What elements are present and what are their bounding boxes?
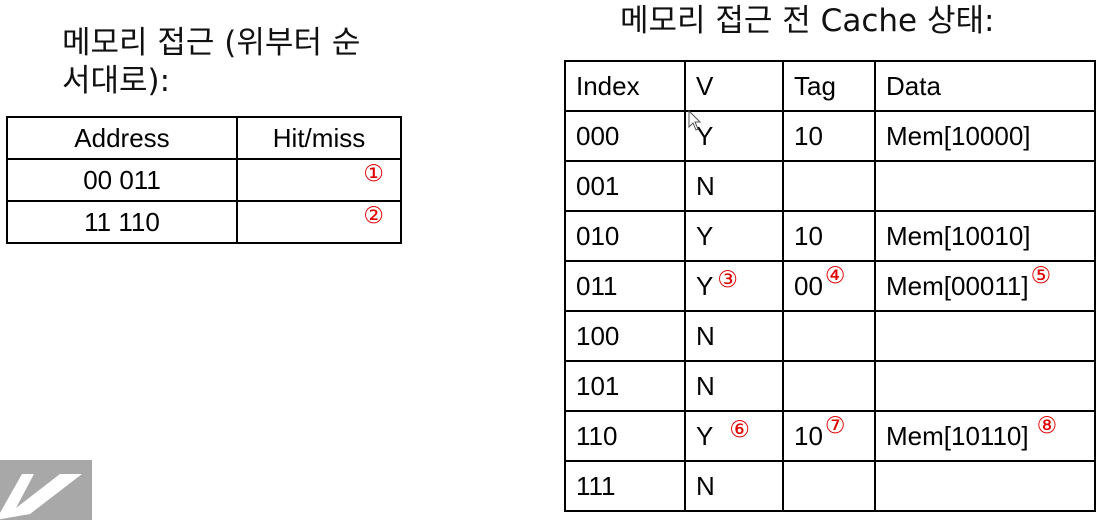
question-marker: ⑤ bbox=[1030, 262, 1052, 289]
valid-cell: Y bbox=[684, 210, 784, 262]
valid-value: Y bbox=[696, 120, 714, 151]
access-row: 11 110 ② bbox=[6, 200, 402, 244]
data-cell bbox=[874, 160, 1096, 212]
column-header-tag: Tag bbox=[782, 60, 876, 112]
valid-value: Y bbox=[696, 220, 714, 251]
data-cell bbox=[874, 310, 1096, 362]
column-header-address: Address bbox=[6, 116, 238, 160]
tag-cell bbox=[782, 360, 876, 412]
tag-cell bbox=[782, 310, 876, 362]
data-cell: Mem[00011]⑤ bbox=[874, 260, 1096, 312]
valid-cell: N bbox=[684, 160, 784, 212]
valid-value: N bbox=[696, 470, 715, 501]
question-marker: ③ bbox=[717, 266, 738, 293]
address-cell: 11 110 bbox=[6, 200, 238, 244]
question-marker: ⑥ bbox=[729, 416, 750, 443]
tag-value: 00 bbox=[794, 270, 823, 301]
tag-cell: 10 bbox=[782, 210, 876, 262]
valid-cell: N bbox=[684, 360, 784, 412]
valid-cell: Y bbox=[684, 110, 784, 162]
access-sequence-heading: 메모리 접근 (위부터 순서대로): bbox=[62, 25, 361, 99]
logo-fragment bbox=[0, 460, 92, 520]
mouse-cursor-icon bbox=[688, 110, 702, 131]
column-header-index: Index bbox=[564, 60, 686, 112]
index-cell: 101 bbox=[564, 360, 686, 412]
data-value: Mem[10110] bbox=[886, 420, 1029, 451]
question-marker: ② bbox=[363, 202, 384, 229]
tag-cell bbox=[782, 160, 876, 212]
tag-value: 10 bbox=[794, 120, 823, 151]
index-cell: 000 bbox=[564, 110, 686, 162]
cache-row: 111 N bbox=[564, 460, 1096, 512]
valid-value: Y bbox=[696, 420, 714, 451]
cache-row: 100 N bbox=[564, 310, 1096, 362]
tag-value: 10 bbox=[794, 420, 823, 451]
tag-cell bbox=[782, 460, 876, 512]
tag-cell: 10 bbox=[782, 110, 876, 162]
cache-state-heading: 메모리 접근 전 Cache 상태: bbox=[620, 3, 995, 39]
cache-state-table: Index V Tag Data 000 Y 10 Mem[10000] 001… bbox=[564, 60, 1096, 512]
access-sequence-table: Address Hit/miss 00 011 ① 11 110 ② bbox=[6, 116, 402, 244]
hit-miss-cell: ② bbox=[236, 200, 402, 244]
data-value: Mem[10010] bbox=[886, 220, 1031, 251]
cache-row: 000 Y 10 Mem[10000] bbox=[564, 110, 1096, 162]
column-header-valid: V bbox=[684, 60, 784, 112]
index-cell: 111 bbox=[564, 460, 686, 512]
valid-value: Y bbox=[696, 270, 714, 301]
data-cell bbox=[874, 360, 1096, 412]
index-cell: 010 bbox=[564, 210, 686, 262]
question-marker: ⑦ bbox=[824, 412, 846, 439]
logo-fragment-icon bbox=[0, 474, 82, 520]
question-marker: ④ bbox=[824, 262, 846, 289]
valid-value: N bbox=[696, 170, 715, 201]
data-cell: Mem[10010] bbox=[874, 210, 1096, 262]
index-cell: 100 bbox=[564, 310, 686, 362]
valid-cell: N bbox=[684, 310, 784, 362]
data-value: Mem[00011] bbox=[886, 270, 1029, 301]
index-cell: 011 bbox=[564, 260, 686, 312]
question-marker: ① bbox=[363, 160, 384, 187]
cache-table-header-row: Index V Tag Data bbox=[564, 60, 1096, 112]
data-cell bbox=[874, 460, 1096, 512]
index-cell: 001 bbox=[564, 160, 686, 212]
valid-value: N bbox=[696, 370, 715, 401]
index-cell: 110 bbox=[564, 410, 686, 462]
tag-cell: 10⑦ bbox=[782, 410, 876, 462]
valid-cell: N bbox=[684, 460, 784, 512]
cache-row: 010 Y 10 Mem[10010] bbox=[564, 210, 1096, 262]
cache-row: 001 N bbox=[564, 160, 1096, 212]
data-cell: Mem[10000] bbox=[874, 110, 1096, 162]
column-header-data: Data bbox=[874, 60, 1096, 112]
cache-row: 101 N bbox=[564, 360, 1096, 412]
data-value: Mem[10000] bbox=[886, 120, 1031, 151]
data-cell: Mem[10110] ⑧ bbox=[874, 410, 1096, 462]
column-header-hit-miss: Hit/miss bbox=[236, 116, 402, 160]
access-row: 00 011 ① bbox=[6, 158, 402, 202]
tag-value: 10 bbox=[794, 220, 823, 251]
valid-value: N bbox=[696, 320, 715, 351]
tag-cell: 00④ bbox=[782, 260, 876, 312]
hit-miss-cell: ① bbox=[236, 158, 402, 202]
address-cell: 00 011 bbox=[6, 158, 238, 202]
question-marker: ⑧ bbox=[1036, 412, 1058, 439]
access-table-header-row: Address Hit/miss bbox=[6, 116, 402, 160]
